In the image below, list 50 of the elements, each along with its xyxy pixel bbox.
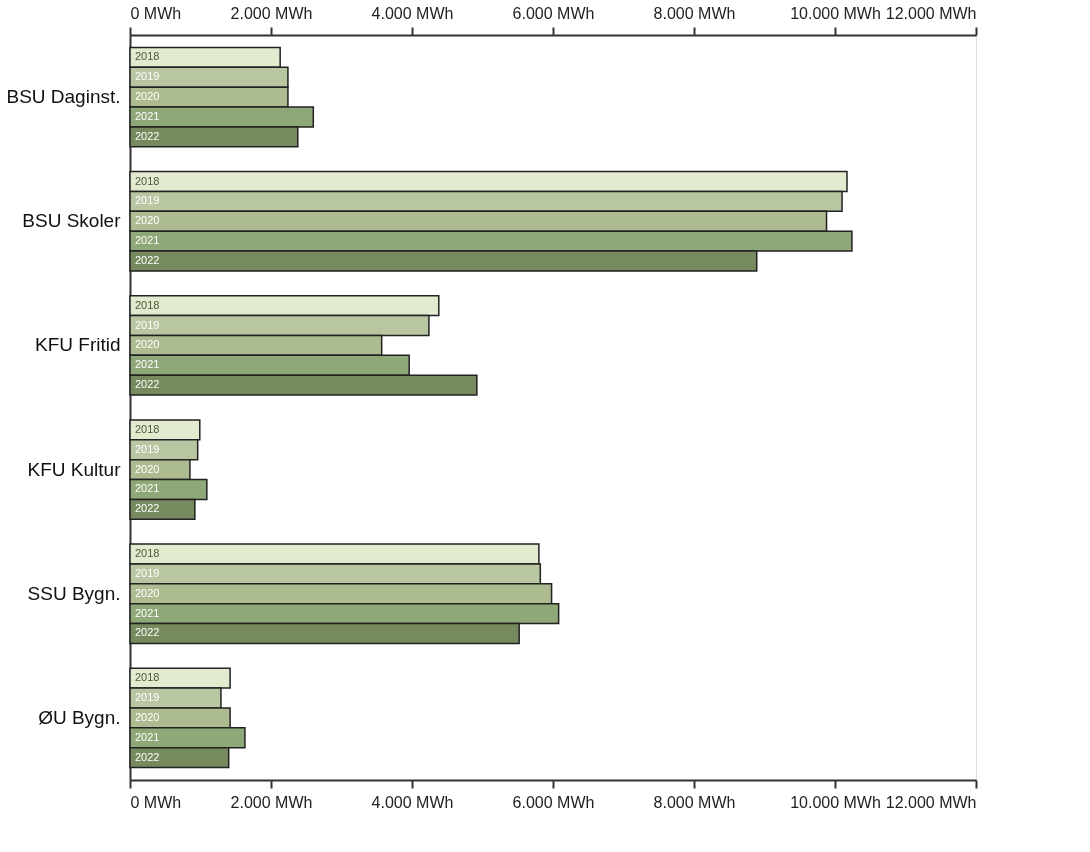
text: 2021	[135, 234, 160, 247]
series-label: 2021	[135, 358, 160, 371]
x2-tick-label: 6.000 MWh	[512, 793, 595, 811]
text: 2022	[135, 253, 160, 266]
text: 2020	[135, 462, 160, 475]
x-tick-label: 0 MWh	[130, 4, 182, 22]
x-tick-label: 6.000 MWh	[512, 4, 595, 22]
text: 2021	[135, 730, 160, 743]
x2-tick-label: 0 MWh	[130, 793, 182, 811]
text: 2020	[135, 710, 160, 723]
text: 2018	[135, 547, 160, 560]
text: 2020	[135, 338, 160, 351]
x-tick-label: 12.000 MWh	[885, 4, 977, 22]
text: 2021	[135, 482, 160, 495]
series-label: 2022	[135, 378, 160, 391]
text: 2021	[135, 109, 160, 122]
x2-tick-label: 10.000 MWh	[790, 793, 881, 811]
text: 2021	[135, 606, 160, 619]
text: 2019	[135, 442, 160, 455]
x2-tick-label: 8.000 MWh	[653, 793, 736, 811]
x-tick-label: 4.000 MWh	[371, 4, 454, 22]
text: 2019	[135, 70, 160, 83]
y-tick-label: ØU Bygn.	[38, 706, 121, 728]
y-tick-label: BSU Skoler	[22, 210, 122, 232]
text: 2018	[135, 174, 160, 187]
x-tick-label: 10.000 MWh	[790, 4, 881, 22]
x2-tick-label: 4.000 MWh	[371, 793, 454, 811]
x-tick-label: 2.000 MWh	[230, 4, 313, 22]
text: 2018	[135, 50, 160, 63]
text: 2018	[135, 422, 160, 435]
text: 2020	[135, 90, 160, 103]
series-label: 2019	[135, 566, 160, 579]
text: 2022	[135, 129, 160, 142]
text: 2022	[135, 750, 160, 763]
y-tick-label: KFU Fritid	[35, 334, 121, 356]
y-tick-label: KFU Kultur	[27, 458, 122, 480]
text: 2019	[135, 318, 160, 331]
text: 2018	[135, 298, 160, 311]
series-label: 2020	[135, 586, 160, 599]
x2-tick-label: 2.000 MWh	[230, 793, 313, 811]
text: 2020	[135, 214, 160, 227]
text: 2019	[135, 194, 160, 207]
x2-tick-label: 12.000 MWh	[885, 793, 977, 811]
text: 2022	[135, 626, 160, 639]
y-tick-label: BSU Daginst.	[6, 86, 121, 108]
text: 2019	[135, 691, 160, 704]
y-tick-label: SSU Bygn.	[27, 582, 121, 604]
text: 2022	[135, 502, 160, 515]
x-tick-label: 8.000 MWh	[653, 4, 736, 22]
series-label: 2018	[135, 671, 160, 684]
